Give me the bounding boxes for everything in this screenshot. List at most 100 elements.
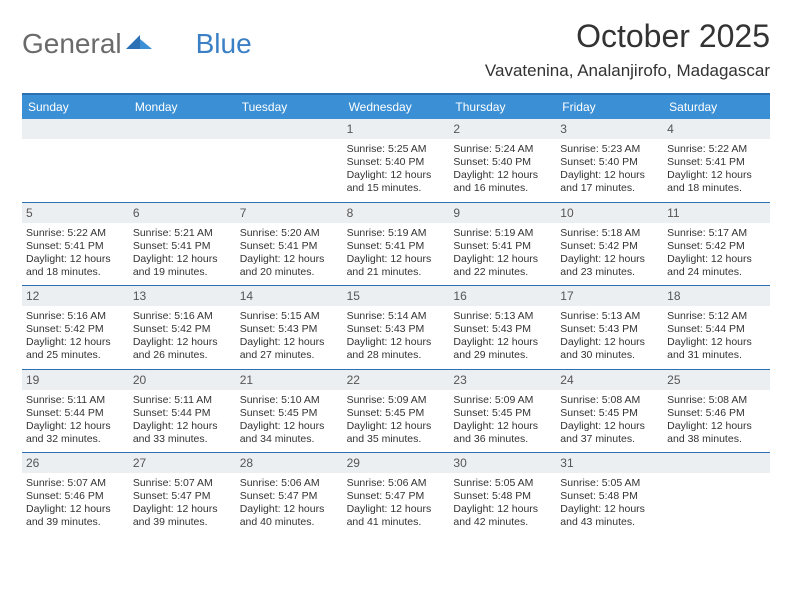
- day-cell: 27Sunrise: 5:07 AMSunset: 5:47 PMDayligh…: [129, 453, 236, 536]
- sunrise-line: Sunrise: 5:13 AM: [453, 310, 552, 323]
- day-number: 22: [343, 370, 450, 390]
- logo-text-blue: Blue: [196, 28, 252, 60]
- day-details: Sunrise: 5:13 AMSunset: 5:43 PMDaylight:…: [560, 310, 659, 363]
- weekday-label: Wednesday: [343, 95, 450, 119]
- day-details: Sunrise: 5:07 AMSunset: 5:46 PMDaylight:…: [26, 477, 125, 530]
- day-number: 2: [449, 119, 556, 139]
- day-cell: 28Sunrise: 5:06 AMSunset: 5:47 PMDayligh…: [236, 453, 343, 536]
- daylight-line: Daylight: 12 hours and 30 minutes.: [560, 336, 659, 362]
- day-cell: 19Sunrise: 5:11 AMSunset: 5:44 PMDayligh…: [22, 370, 129, 453]
- daylight-line: Daylight: 12 hours and 18 minutes.: [26, 253, 125, 279]
- sunset-line: Sunset: 5:42 PM: [133, 323, 232, 336]
- day-cell: 5 Sunrise: 5:22 AMSunset: 5:41 PMDaylight…: [22, 203, 129, 286]
- day-cell: 26Sunrise: 5:07 AMSunset: 5:46 PMDayligh…: [22, 453, 129, 536]
- week-row: 26Sunrise: 5:07 AMSunset: 5:46 PMDayligh…: [22, 452, 770, 536]
- day-cell: 17 Sunrise: 5:13 AMSunset: 5:43 PMDayligh…: [556, 286, 663, 369]
- day-number: 7: [236, 203, 343, 223]
- day-cell: 23 Sunrise: 5:09 AMSunset: 5:45 PMDayligh…: [449, 370, 556, 453]
- day-details: Sunrise: 5:14 AMSunset: 5:43 PMDaylight:…: [347, 310, 446, 363]
- sunrise-line: Sunrise: 5:19 AM: [347, 227, 446, 240]
- sunrise-line: Sunrise: 5:12 AM: [667, 310, 766, 323]
- week-row: 5 Sunrise: 5:22 AMSunset: 5:41 PMDaylight…: [22, 202, 770, 286]
- sunrise-line: Sunrise: 5:07 AM: [26, 477, 125, 490]
- daylight-line: Daylight: 12 hours and 23 minutes.: [560, 253, 659, 279]
- day-number: 14: [236, 286, 343, 306]
- sunset-line: Sunset: 5:48 PM: [453, 490, 552, 503]
- week-row: 12Sunrise: 5:16 AMSunset: 5:42 PMDayligh…: [22, 285, 770, 369]
- day-details: Sunrise: 5:09 AMSunset: 5:45 PMDaylight:…: [453, 394, 552, 447]
- day-number: 24: [556, 370, 663, 390]
- sunset-line: Sunset: 5:40 PM: [560, 156, 659, 169]
- sunset-line: Sunset: 5:41 PM: [347, 240, 446, 253]
- daylight-line: Daylight: 12 hours and 25 minutes.: [26, 336, 125, 362]
- daylight-line: Daylight: 12 hours and 31 minutes.: [667, 336, 766, 362]
- weekday-header-row: SundayMondayTuesdayWednesdayThursdayFrid…: [22, 95, 770, 119]
- day-details: Sunrise: 5:06 AMSunset: 5:47 PMDaylight:…: [347, 477, 446, 530]
- day-details: Sunrise: 5:20 AMSunset: 5:41 PMDaylight:…: [240, 227, 339, 280]
- calendar: SundayMondayTuesdayWednesdayThursdayFrid…: [22, 93, 770, 536]
- sunset-line: Sunset: 5:41 PM: [240, 240, 339, 253]
- day-cell: 3Sunrise: 5:23 AMSunset: 5:40 PMDaylight…: [556, 119, 663, 202]
- sunset-line: Sunset: 5:45 PM: [453, 407, 552, 420]
- day-cell: 9 Sunrise: 5:19 AMSunset: 5:41 PMDaylight…: [449, 203, 556, 286]
- location-text: Vavatenina, Analanjirofo, Madagascar: [485, 61, 770, 81]
- daylight-line: Daylight: 12 hours and 18 minutes.: [667, 169, 766, 195]
- sunrise-line: Sunrise: 5:18 AM: [560, 227, 659, 240]
- weekday-label: Tuesday: [236, 95, 343, 119]
- day-details: Sunrise: 5:22 AMSunset: 5:41 PMDaylight:…: [26, 227, 125, 280]
- day-details: Sunrise: 5:05 AMSunset: 5:48 PMDaylight:…: [560, 477, 659, 530]
- sunrise-line: Sunrise: 5:11 AM: [26, 394, 125, 407]
- sunrise-line: Sunrise: 5:10 AM: [240, 394, 339, 407]
- daylight-line: Daylight: 12 hours and 22 minutes.: [453, 253, 552, 279]
- day-number: 28: [236, 453, 343, 473]
- day-cell: 13Sunrise: 5:16 AMSunset: 5:42 PMDayligh…: [129, 286, 236, 369]
- day-details: Sunrise: 5:21 AMSunset: 5:41 PMDaylight:…: [133, 227, 232, 280]
- daylight-line: Daylight: 12 hours and 35 minutes.: [347, 420, 446, 446]
- day-number-bar-empty: [129, 119, 236, 139]
- day-cell: 8Sunrise: 5:19 AMSunset: 5:41 PMDaylight…: [343, 203, 450, 286]
- sunrise-line: Sunrise: 5:21 AM: [133, 227, 232, 240]
- day-details: Sunrise: 5:19 AMSunset: 5:41 PMDaylight:…: [453, 227, 552, 280]
- sunset-line: Sunset: 5:40 PM: [347, 156, 446, 169]
- day-number: 10: [556, 203, 663, 223]
- sunrise-line: Sunrise: 5:07 AM: [133, 477, 232, 490]
- day-number: 5: [22, 203, 129, 223]
- daylight-line: Daylight: 12 hours and 32 minutes.: [26, 420, 125, 446]
- day-cell: 16Sunrise: 5:13 AMSunset: 5:43 PMDayligh…: [449, 286, 556, 369]
- sunrise-line: Sunrise: 5:11 AM: [133, 394, 232, 407]
- sunrise-line: Sunrise: 5:13 AM: [560, 310, 659, 323]
- daylight-line: Daylight: 12 hours and 34 minutes.: [240, 420, 339, 446]
- day-details: Sunrise: 5:08 AMSunset: 5:46 PMDaylight:…: [667, 394, 766, 447]
- day-number: 9: [449, 203, 556, 223]
- weekday-label: Friday: [556, 95, 663, 119]
- day-details: Sunrise: 5:11 AMSunset: 5:44 PMDaylight:…: [133, 394, 232, 447]
- daylight-line: Daylight: 12 hours and 17 minutes.: [560, 169, 659, 195]
- day-number: 6: [129, 203, 236, 223]
- sunrise-line: Sunrise: 5:09 AM: [347, 394, 446, 407]
- day-cell: 10Sunrise: 5:18 AMSunset: 5:42 PMDayligh…: [556, 203, 663, 286]
- daylight-line: Daylight: 12 hours and 15 minutes.: [347, 169, 446, 195]
- sunrise-line: Sunrise: 5:22 AM: [667, 143, 766, 156]
- sunrise-line: Sunrise: 5:14 AM: [347, 310, 446, 323]
- day-number: 18: [663, 286, 770, 306]
- day-cell: 15 Sunrise: 5:14 AMSunset: 5:43 PMDayligh…: [343, 286, 450, 369]
- day-number: 23: [449, 370, 556, 390]
- day-cell: 21Sunrise: 5:10 AMSunset: 5:45 PMDayligh…: [236, 370, 343, 453]
- sunrise-line: Sunrise: 5:19 AM: [453, 227, 552, 240]
- day-details: Sunrise: 5:16 AMSunset: 5:42 PMDaylight:…: [133, 310, 232, 363]
- weekday-label: Sunday: [22, 95, 129, 119]
- calendar-page: General Blue October 2025 Vavatenina, An…: [0, 0, 792, 536]
- day-cell: 31Sunrise: 5:05 AMSunset: 5:48 PMDayligh…: [556, 453, 663, 536]
- day-number: 17: [556, 286, 663, 306]
- sunrise-line: Sunrise: 5:08 AM: [667, 394, 766, 407]
- day-number: 19: [22, 370, 129, 390]
- month-title: October 2025: [485, 18, 770, 55]
- day-number: 4: [663, 119, 770, 139]
- sunset-line: Sunset: 5:40 PM: [453, 156, 552, 169]
- day-cell: 4Sunrise: 5:22 AMSunset: 5:41 PMDaylight…: [663, 119, 770, 202]
- day-number: 30: [449, 453, 556, 473]
- day-cell: 7 Sunrise: 5:20 AMSunset: 5:41 PMDaylight…: [236, 203, 343, 286]
- weekday-label: Saturday: [663, 95, 770, 119]
- sunrise-line: Sunrise: 5:23 AM: [560, 143, 659, 156]
- day-number: 15: [343, 286, 450, 306]
